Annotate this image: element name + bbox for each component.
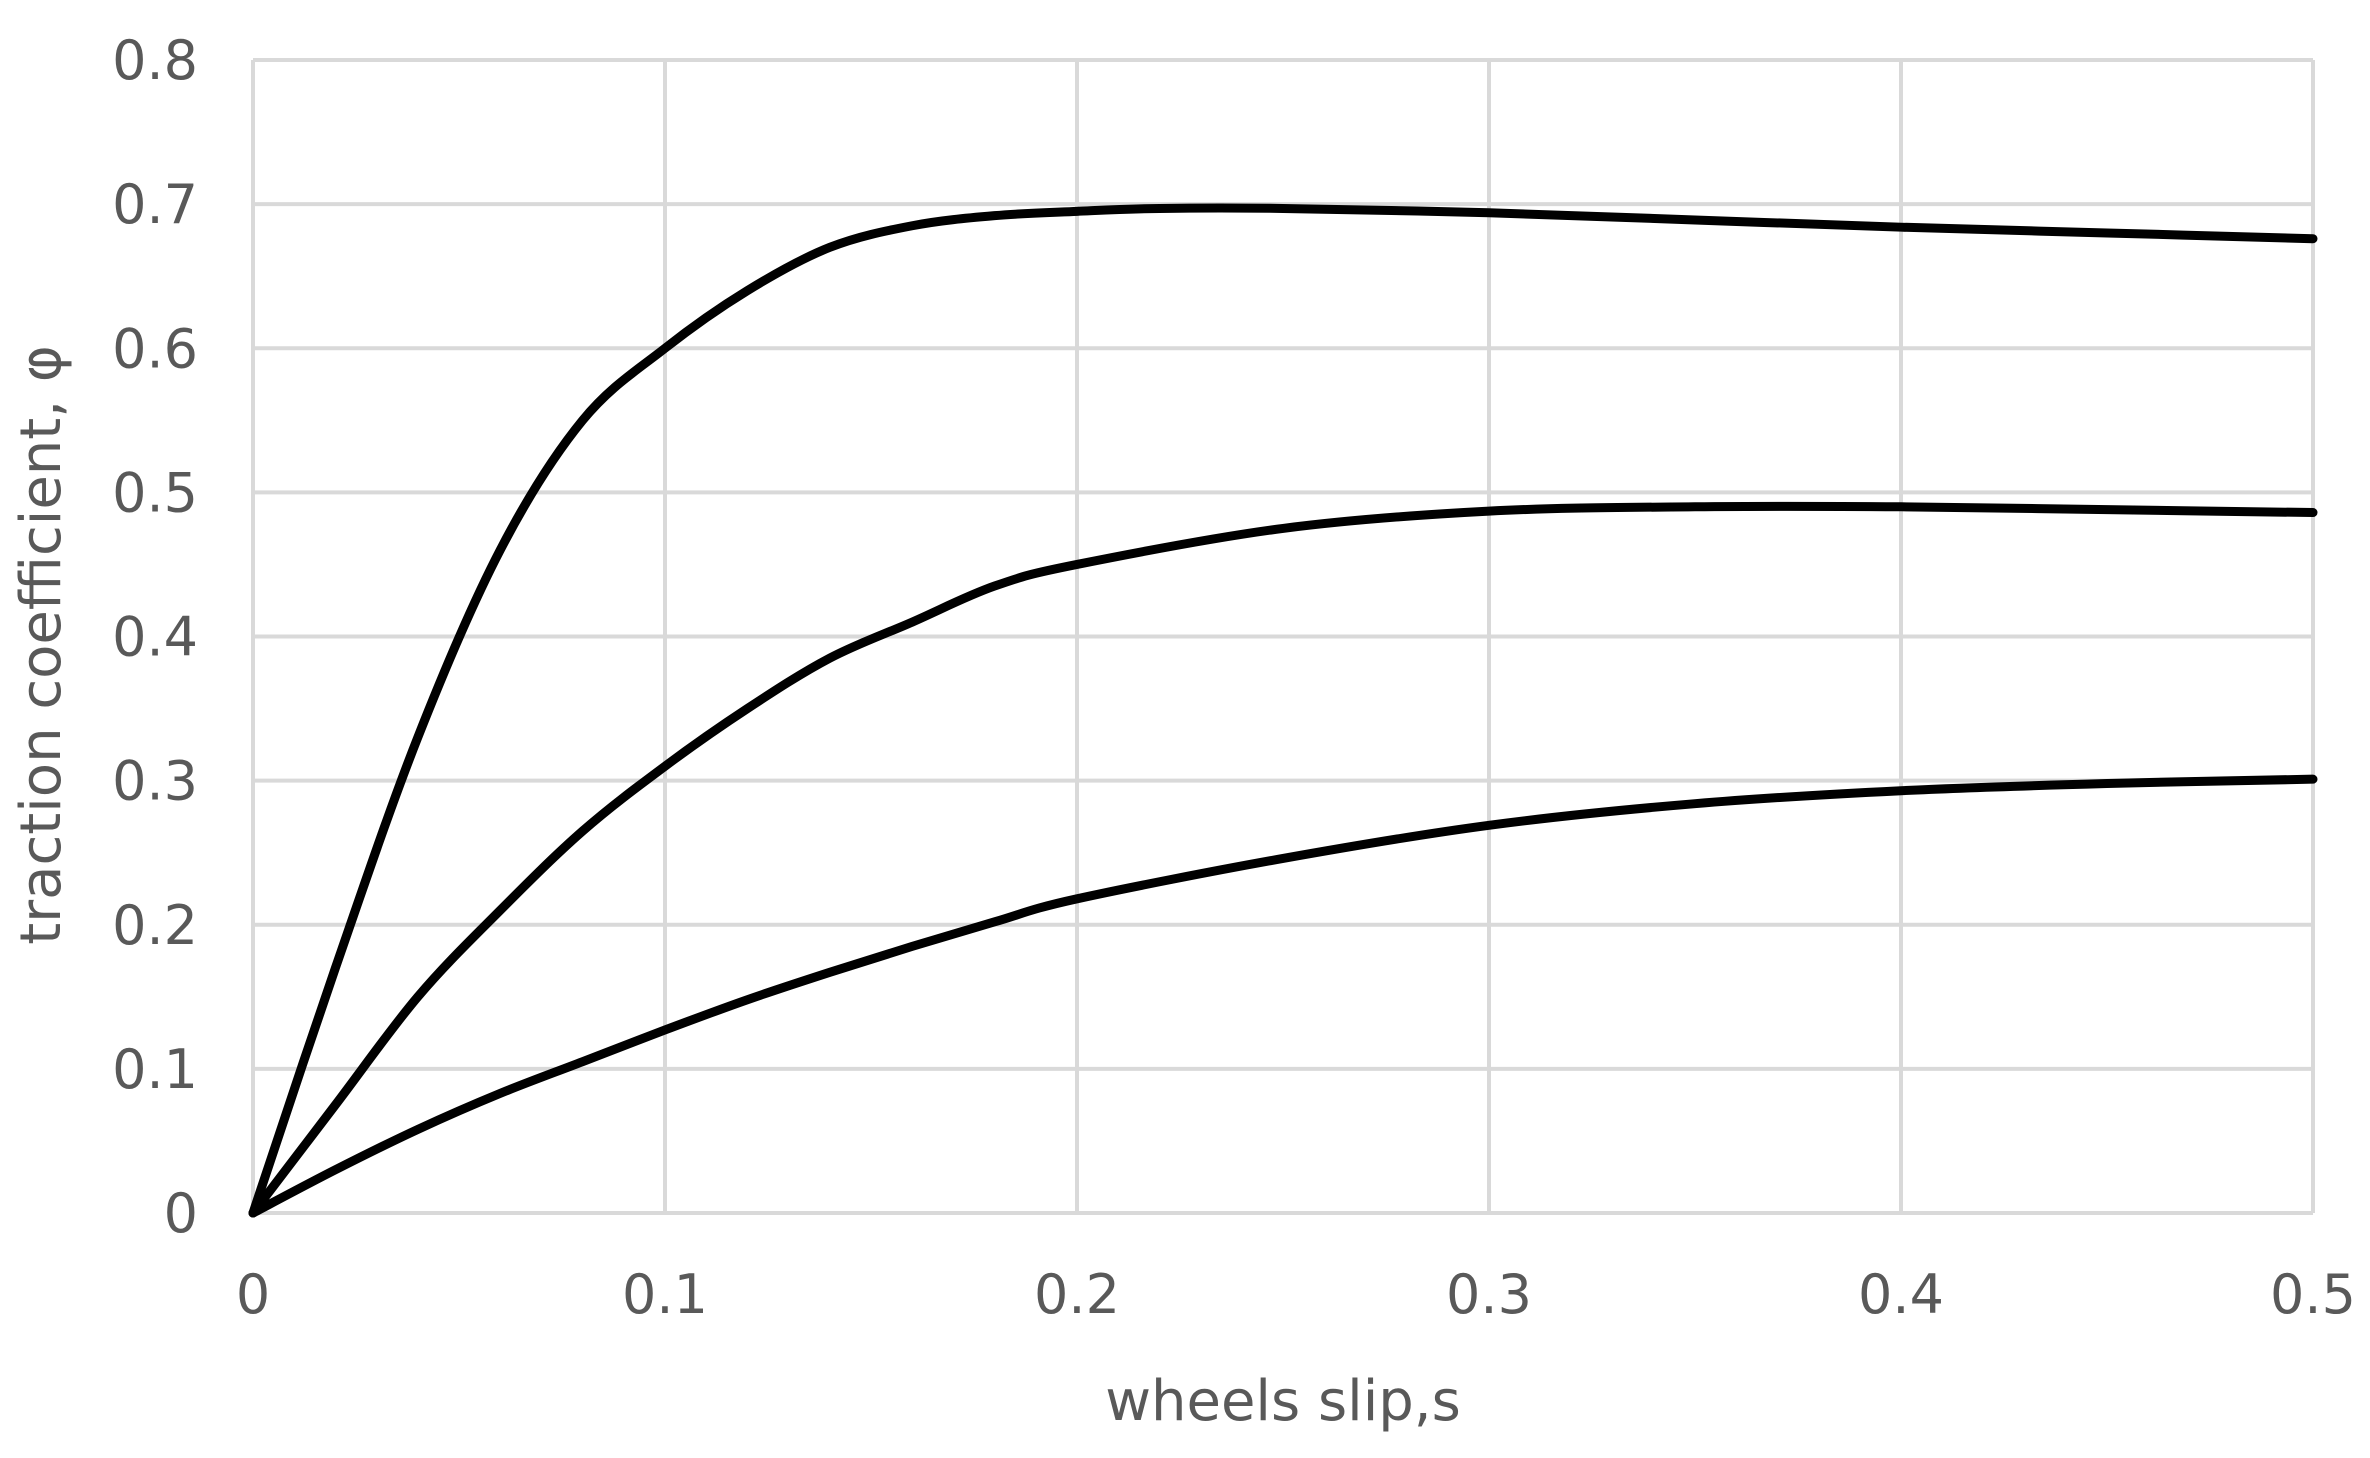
x-tick-label: 0.3	[1446, 1263, 1532, 1326]
y-tick-label: 0.2	[112, 894, 198, 957]
x-tick-label: 0.1	[622, 1263, 708, 1326]
x-axis-title: wheels slip,s	[1105, 1369, 1461, 1434]
x-tick-label: 0.5	[2270, 1263, 2356, 1326]
y-tick-label: 0.7	[112, 173, 198, 236]
y-axis-tick-labels: 0 0.1 0.2 0.3 0.4 0.5 0.6 0.7 0.8	[112, 29, 198, 1245]
y-tick-label: 0.5	[112, 461, 198, 524]
y-axis-title: traction coefficient, φ	[9, 345, 74, 945]
series-line-3	[248, 774, 2318, 1218]
y-tick-label: 0	[164, 1182, 198, 1245]
y-tick-label: 0.3	[112, 750, 198, 813]
y-tick-label: 0.8	[112, 29, 198, 92]
x-axis-tick-labels: 0 0.1 0.2 0.3 0.4 0.5	[236, 1263, 2356, 1326]
x-tick-label: 0	[236, 1263, 270, 1326]
y-tick-label: 0.4	[112, 606, 198, 669]
x-tick-label: 0.4	[1858, 1263, 1944, 1326]
y-tick-label: 0.1	[112, 1038, 198, 1101]
x-tick-label: 0.2	[1034, 1263, 1120, 1326]
series-lines	[248, 203, 2318, 1218]
series-line-2	[248, 501, 2318, 1218]
series-line-1	[248, 203, 2318, 1218]
y-tick-label: 0.6	[112, 317, 198, 380]
